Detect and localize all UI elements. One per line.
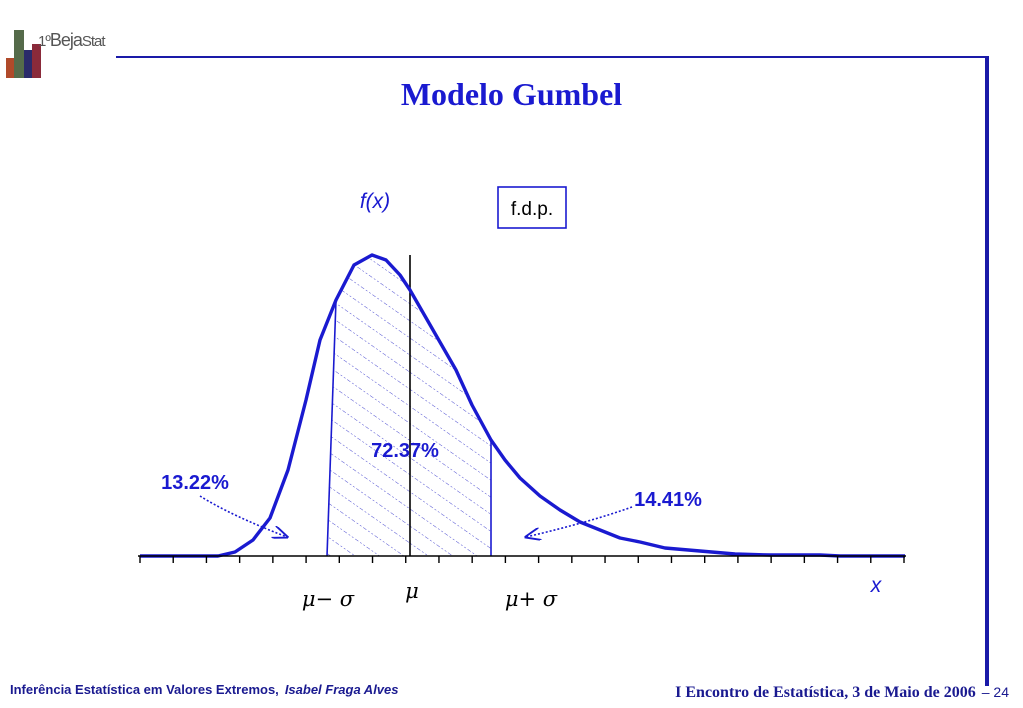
y-axis-label: f(x) xyxy=(360,190,390,213)
footer-event: I Encontro de Estatística, 3 de Maio de … xyxy=(675,684,1009,702)
center-region-hatch xyxy=(327,255,491,556)
right-percent-label: 14.41% xyxy=(634,489,702,511)
footer-course-title: Inferência Estatística em Valores Extrem… xyxy=(10,682,279,697)
footer-page-number: – 24 xyxy=(981,684,1009,700)
logo-prefix: 1º xyxy=(38,33,51,50)
x-axis-ticks xyxy=(139,556,905,563)
legend-box xyxy=(497,186,567,229)
slide-title: Modelo Gumbel xyxy=(400,76,623,112)
frame-right-line xyxy=(985,56,989,686)
footer-course: Inferência Estatística em Valores Extrem… xyxy=(10,682,399,697)
frame-top-line xyxy=(116,56,986,58)
left-tail-arrow xyxy=(199,495,287,537)
left-percent-label: 13.22% xyxy=(161,472,229,494)
footer-event-text: I Encontro de Estatística, 3 de Maio de … xyxy=(675,684,976,701)
logo-word-stat: Stat xyxy=(81,33,106,50)
logo-word-beja: Beja xyxy=(49,30,83,50)
bejastat-logo xyxy=(4,28,116,86)
logo-wordmark: 1ºBejaStat xyxy=(38,30,106,51)
lower-bound-line xyxy=(326,299,337,557)
mark-mu: μ xyxy=(405,579,419,603)
mark-mu-minus-sigma: μ− σ xyxy=(302,587,355,611)
x-axis-label: x xyxy=(870,574,883,597)
density-curve xyxy=(140,253,905,558)
right-tail-arrow xyxy=(526,506,633,537)
center-percent-label: 72.37% xyxy=(371,440,439,462)
legend-label: f.d.p. xyxy=(511,199,553,220)
mark-mu-plus-sigma: μ+ σ xyxy=(505,587,558,611)
logo-bars-icon xyxy=(6,30,41,78)
footer-author: Isabel Fraga Alves xyxy=(284,682,399,697)
